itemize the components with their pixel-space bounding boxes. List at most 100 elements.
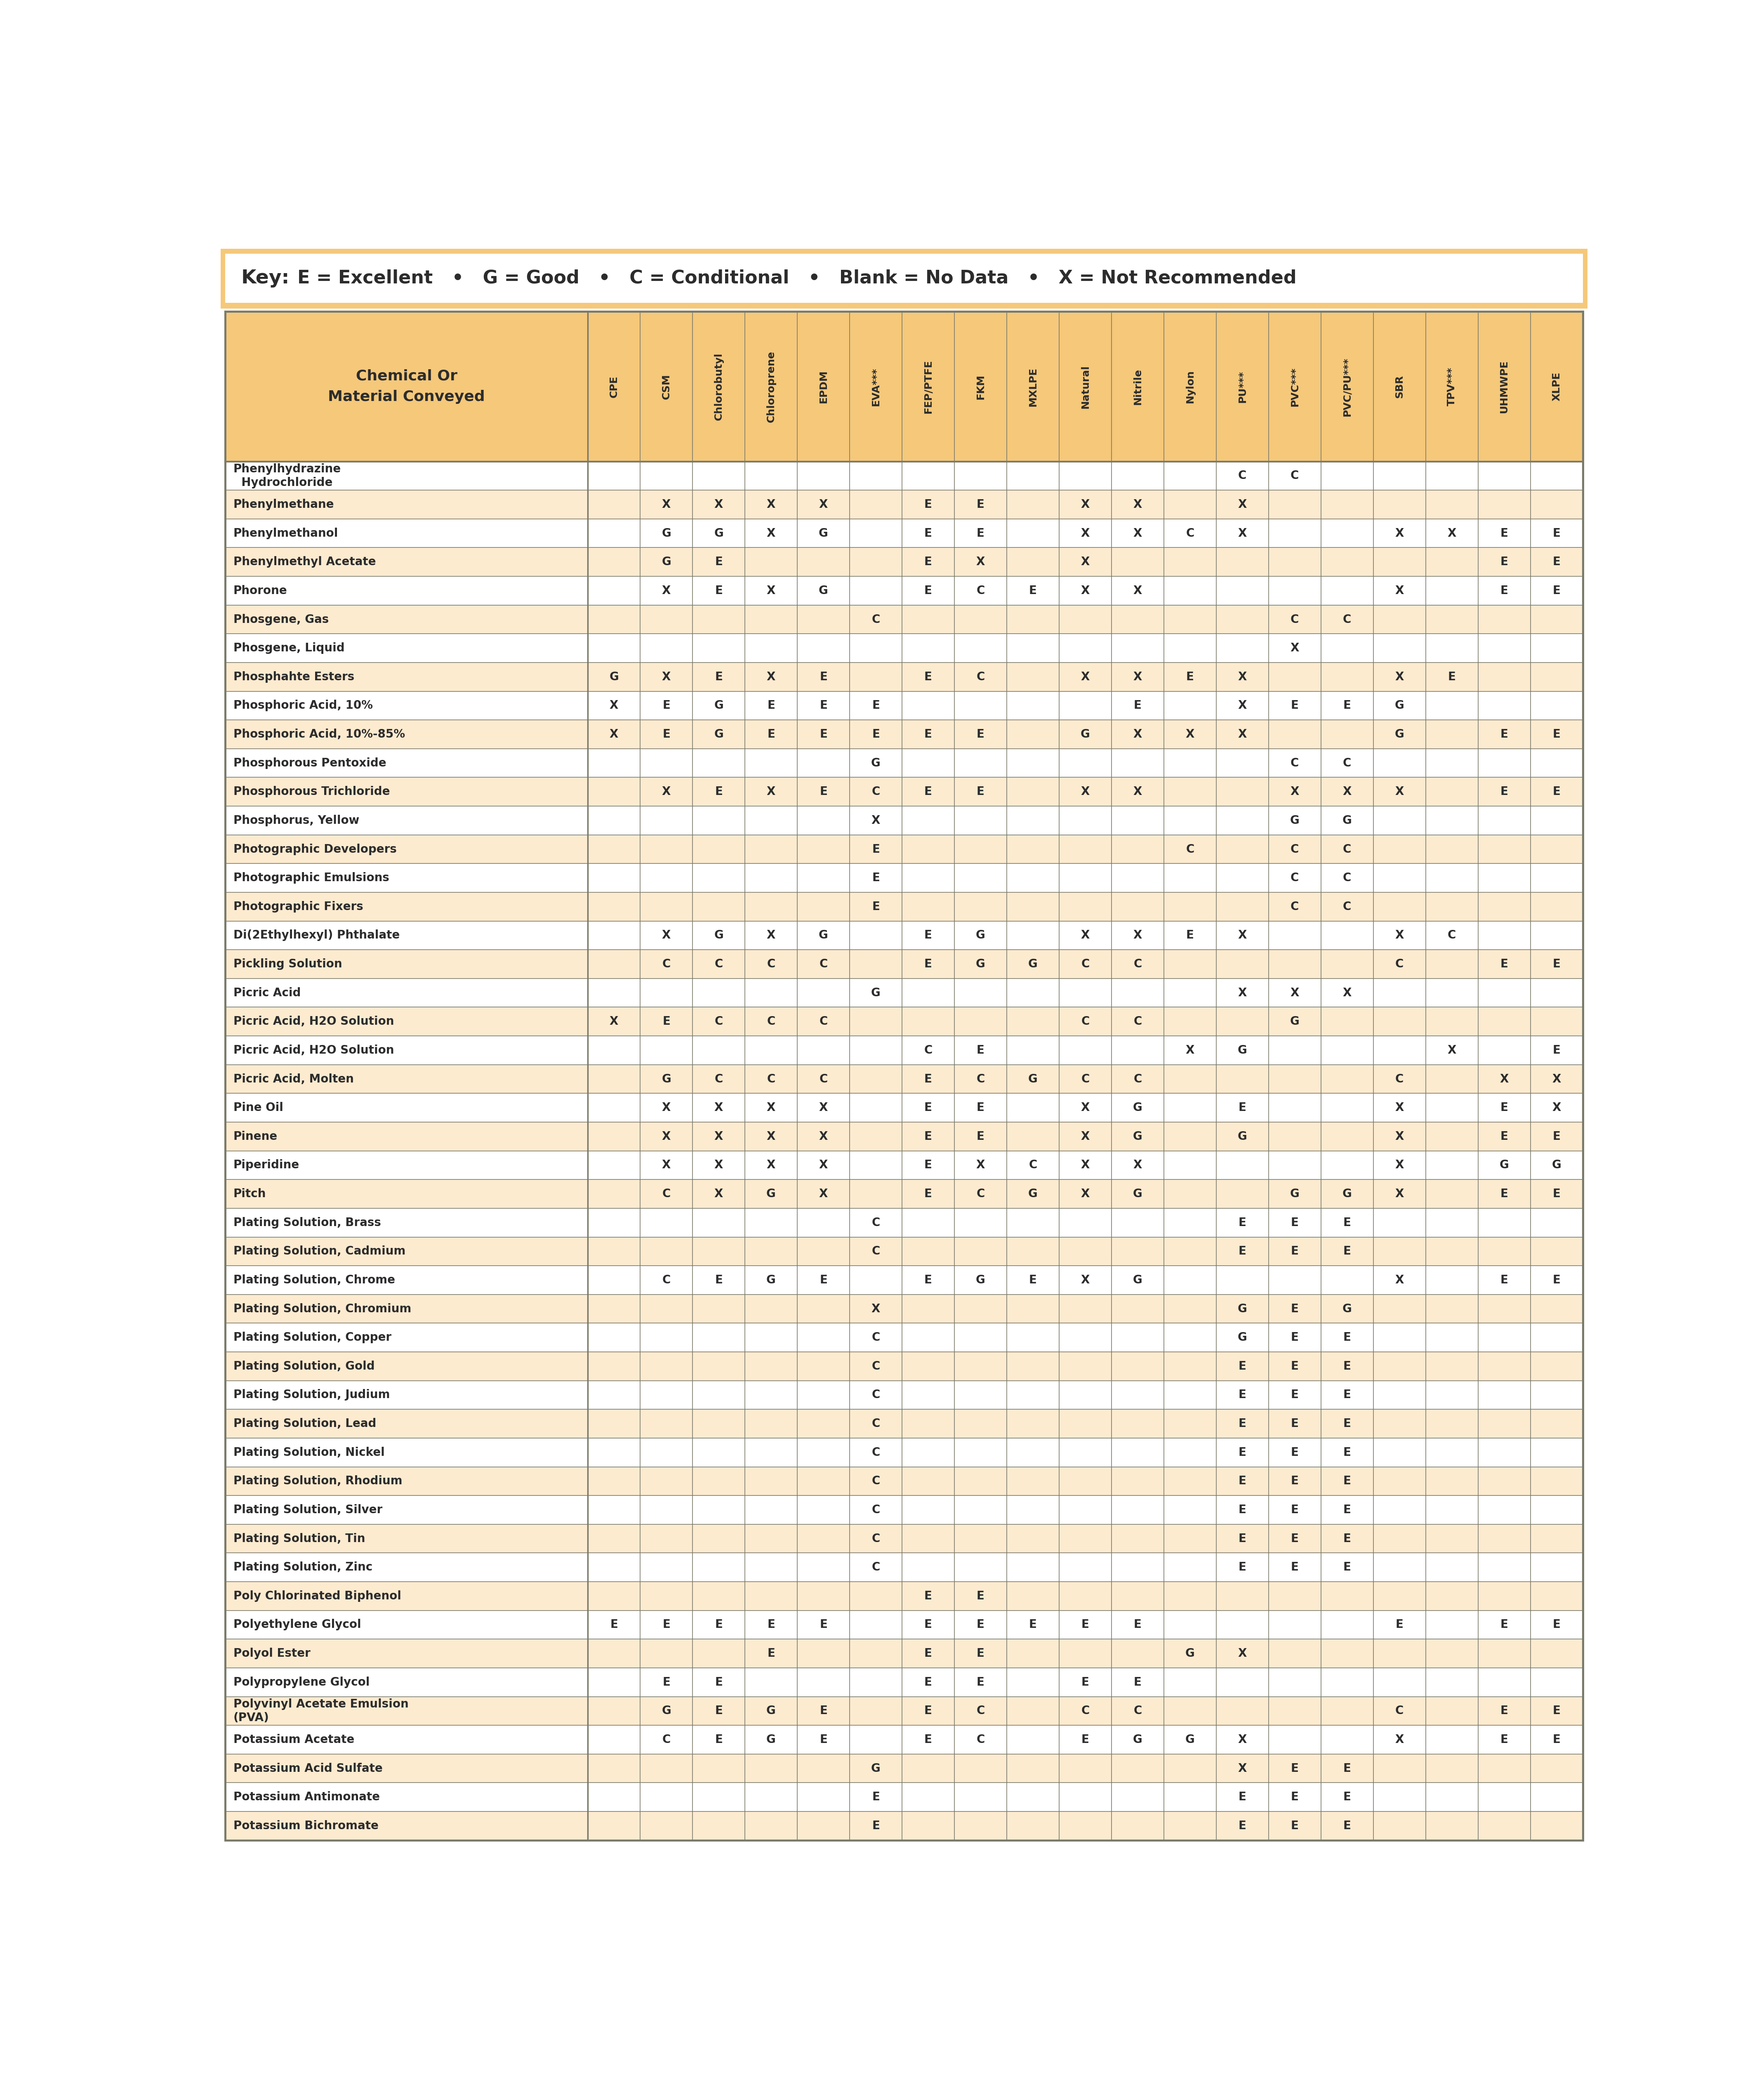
Bar — [226, 462, 1582, 489]
Text: C: C — [818, 958, 827, 970]
Bar — [226, 1066, 1582, 1092]
Text: E: E — [1238, 1447, 1247, 1457]
Text: C: C — [1342, 902, 1351, 912]
Text: X: X — [1238, 929, 1247, 941]
Text: G: G — [766, 1188, 776, 1200]
Text: C: C — [1448, 929, 1455, 941]
Text: Phosphoric Acid, 10%: Phosphoric Acid, 10% — [233, 701, 372, 711]
Text: PVC/PU***: PVC/PU*** — [1342, 357, 1351, 417]
Text: C: C — [1081, 958, 1090, 970]
Text: G: G — [1185, 1733, 1194, 1745]
Text: C: C — [871, 1331, 880, 1343]
Text: E: E — [977, 1103, 984, 1113]
Text: E: E — [924, 1103, 931, 1113]
Text: Polyethylene Glycol: Polyethylene Glycol — [233, 1619, 362, 1631]
Text: E: E — [1552, 1733, 1561, 1745]
Text: E: E — [924, 1677, 931, 1687]
Text: X: X — [767, 527, 776, 539]
Text: E: E — [977, 786, 984, 798]
Text: Polyvinyl Acetate Emulsion
(PVA): Polyvinyl Acetate Emulsion (PVA) — [233, 1698, 409, 1723]
Text: Photographic Fixers: Photographic Fixers — [233, 902, 363, 912]
Bar — [226, 1754, 1582, 1783]
Bar — [226, 806, 1582, 835]
Text: X: X — [1289, 987, 1298, 999]
Text: C: C — [975, 585, 984, 597]
Text: X: X — [1132, 1159, 1141, 1171]
Text: C: C — [871, 1447, 880, 1457]
Text: G: G — [1238, 1331, 1247, 1343]
Text: E: E — [924, 1130, 931, 1142]
Text: E: E — [924, 929, 931, 941]
Text: G: G — [1342, 815, 1351, 827]
Text: G: G — [609, 672, 619, 682]
Text: Plating Solution, Chrome: Plating Solution, Chrome — [233, 1275, 395, 1285]
Text: E: E — [871, 728, 880, 740]
Text: X: X — [1132, 728, 1141, 740]
Text: E: E — [1342, 1476, 1351, 1486]
Text: XLPE: XLPE — [1552, 371, 1561, 400]
Text: X: X — [1132, 929, 1141, 941]
Text: E: E — [767, 1648, 774, 1658]
Bar — [226, 1611, 1582, 1640]
Bar — [226, 1783, 1582, 1812]
Text: E: E — [924, 672, 931, 682]
Text: Piperidine: Piperidine — [233, 1159, 300, 1171]
Text: E: E — [663, 728, 670, 740]
Text: E: E — [767, 701, 774, 711]
Text: X: X — [1395, 1103, 1404, 1113]
Text: C: C — [714, 1016, 723, 1028]
Bar — [226, 719, 1582, 748]
Text: E: E — [1238, 1246, 1247, 1256]
Text: X: X — [818, 1130, 827, 1142]
Text: C: C — [924, 1045, 933, 1055]
Text: X: X — [1448, 527, 1457, 539]
Text: E: E — [820, 701, 827, 711]
Text: G: G — [1081, 728, 1090, 740]
Text: E: E — [1291, 1217, 1298, 1229]
Text: E: E — [924, 527, 931, 539]
Text: CSM: CSM — [662, 373, 672, 400]
Text: G: G — [1289, 1188, 1300, 1200]
Bar — [226, 1238, 1582, 1267]
Text: E: E — [1552, 527, 1561, 539]
Text: E: E — [1501, 786, 1508, 798]
Bar — [226, 1812, 1582, 1841]
Text: X: X — [1289, 786, 1298, 798]
Text: G: G — [1499, 1159, 1508, 1171]
Text: E: E — [1028, 585, 1037, 597]
Text: X: X — [767, 1130, 776, 1142]
Text: G: G — [662, 527, 670, 539]
Text: G: G — [871, 757, 880, 769]
Text: Picric Acid: Picric Acid — [233, 987, 300, 999]
Text: G: G — [1028, 1074, 1037, 1084]
Text: C: C — [1291, 757, 1298, 769]
Text: UHMWPE: UHMWPE — [1499, 361, 1510, 413]
Text: E: E — [1501, 585, 1508, 597]
Text: Pine Oil: Pine Oil — [233, 1103, 284, 1113]
Text: Potassium Acid Sulfate: Potassium Acid Sulfate — [233, 1762, 383, 1774]
Text: G: G — [714, 701, 723, 711]
Text: E: E — [1291, 1532, 1298, 1544]
Text: X: X — [767, 929, 776, 941]
Text: X: X — [1081, 1188, 1090, 1200]
Text: X: X — [1395, 929, 1404, 941]
Text: G: G — [818, 527, 827, 539]
Text: G: G — [662, 1074, 670, 1084]
Text: E: E — [924, 1648, 931, 1658]
Text: C: C — [871, 1217, 880, 1229]
Text: E: E — [871, 873, 880, 883]
Text: X: X — [1395, 527, 1404, 539]
Text: X: X — [1185, 728, 1194, 740]
Text: G: G — [766, 1275, 776, 1285]
Text: E: E — [977, 1130, 984, 1142]
Text: X: X — [1238, 672, 1247, 682]
Text: C: C — [1291, 902, 1298, 912]
Text: X: X — [1132, 527, 1141, 539]
Bar — [226, 634, 1582, 663]
Text: Di(2Ethylhexyl) Phthalate: Di(2Ethylhexyl) Phthalate — [233, 929, 400, 941]
Text: G: G — [1238, 1045, 1247, 1055]
Text: E: E — [820, 1275, 827, 1285]
Text: E: E — [1238, 1820, 1247, 1833]
Text: Phosgene, Liquid: Phosgene, Liquid — [233, 643, 344, 653]
Text: E: E — [1238, 1360, 1247, 1372]
